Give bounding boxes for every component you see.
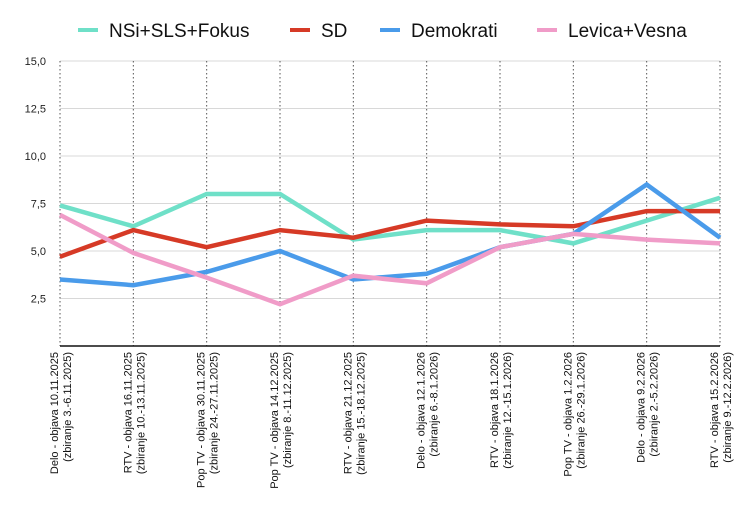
legend-label: Levica+Vesna	[568, 21, 687, 42]
legend-item: SD	[290, 21, 347, 42]
x-tick-label-line2: (zbiranje 12.-15.1.2026)	[502, 352, 514, 469]
legend-item: NSi+SLS+Fokus	[78, 21, 249, 42]
x-tick-label-line1: Pop TV - objava 30.11.2025	[196, 352, 208, 488]
y-tick-label: 10,0	[25, 151, 46, 163]
x-tick-label: RTV - objava 15.2.2026 (zbiranje 9.-12.2.…	[709, 352, 734, 468]
y-tick-label: 2,5	[31, 294, 46, 306]
x-tick-label: Pop TV - objava 30.11.2025 (zbiranje 24.-…	[196, 352, 221, 488]
x-tick-label-line2: (zbiranje 15.-18.12.2025)	[355, 352, 367, 475]
x-tick-label: Delo - objava 12.1.2026 (zbiranje 6.-8.1.…	[416, 352, 441, 469]
x-tick-label-line2: (zbiranje 10.-13.11.2025)	[135, 352, 147, 474]
x-tick-label-line2: (zbiranje 8.-11.12.2025)	[282, 352, 294, 468]
series-line-demokrati	[59, 181, 722, 288]
x-tick-label-line2: (zbiranje 3.-6.11.2025)	[62, 352, 74, 462]
legend-item: Levica+Vesna	[537, 21, 687, 42]
series-line-levica-vesna	[58, 212, 721, 307]
x-tick-label-line2: (zbiranje 6.-8.1.2026)	[429, 352, 441, 457]
x-tick-label-line1: Pop TV - objava 14.12.2025	[269, 352, 281, 489]
x-tick-label: RTV - objava 21.12.2025 (zbiranje 15.-18.…	[342, 352, 367, 475]
x-tick-label-line1: Delo - objava 12.1.2026	[416, 352, 428, 469]
x-tick-label: RTV - objava 18.1.2026 (zbiranje 12.-15.1…	[489, 352, 514, 469]
series-line-nsi-sls-fokus	[59, 191, 721, 246]
x-tick-label-line2: (zbiranje 24.-27.11.2025)	[209, 352, 221, 474]
legend-label: Demokrati	[411, 21, 498, 42]
y-tick-label: 5,0	[31, 246, 46, 258]
x-tick-label: RTV - objava 16.11.2025 (zbiranje 10.-13.…	[122, 352, 147, 474]
series-line-sd	[59, 208, 720, 259]
y-tick-label: 7,5	[31, 199, 46, 211]
y-axis: 2,5 5,0 7,5 10,0 12,5 15,0	[25, 56, 46, 306]
x-tick-label-line1: Delo - objava 10.11.2025	[49, 352, 61, 474]
x-tick-label: Delo - objava 9.2.2026 (zbiranje 2.-5.2.2…	[636, 352, 661, 463]
x-tick-label-line1: RTV - objava 21.12.2025	[342, 352, 354, 474]
legend-label: SD	[321, 21, 347, 42]
x-tick-label-line1: RTV - objava 15.2.2026	[709, 352, 721, 468]
x-tick-label: Pop TV - objava 14.12.2025 (zbiranje 8.-1…	[269, 352, 294, 489]
x-tick-label: Pop TV - objava 1.2.2026 (zbiranje 26.-29…	[562, 352, 587, 477]
legend-label: NSi+SLS+Fokus	[109, 21, 249, 42]
x-tick-label: Delo - objava 10.11.2025 (zbiranje 3.-6.1…	[49, 352, 74, 474]
x-tick-label-line1: Delo - objava 9.2.2026	[636, 352, 648, 463]
x-tick-label-line2: (zbiranje 2.-5.2.2026)	[649, 352, 661, 457]
x-axis: Delo - objava 10.11.2025 (zbiranje 3.-6.1…	[49, 352, 734, 489]
x-tick-label-line2: (zbiranje 9.-12.2.2026)	[722, 352, 734, 463]
x-tick-label-line1: RTV - objava 18.1.2026	[489, 352, 501, 468]
legend-item: Demokrati	[380, 21, 498, 42]
legend: NSi+SLS+Fokus SD Demokrati Levica+Vesna	[78, 21, 687, 42]
x-tick-label-line1: Pop TV - objava 1.2.2026	[562, 352, 574, 477]
y-tick-label: 12,5	[25, 104, 46, 116]
grid	[59, 60, 721, 347]
series-lines	[58, 181, 722, 307]
y-tick-label: 15,0	[25, 56, 46, 68]
x-tick-label-line2: (zbiranje 26.-29.1.2026)	[575, 352, 587, 469]
x-tick-label-line1: RTV - objava 16.11.2025	[122, 352, 134, 473]
